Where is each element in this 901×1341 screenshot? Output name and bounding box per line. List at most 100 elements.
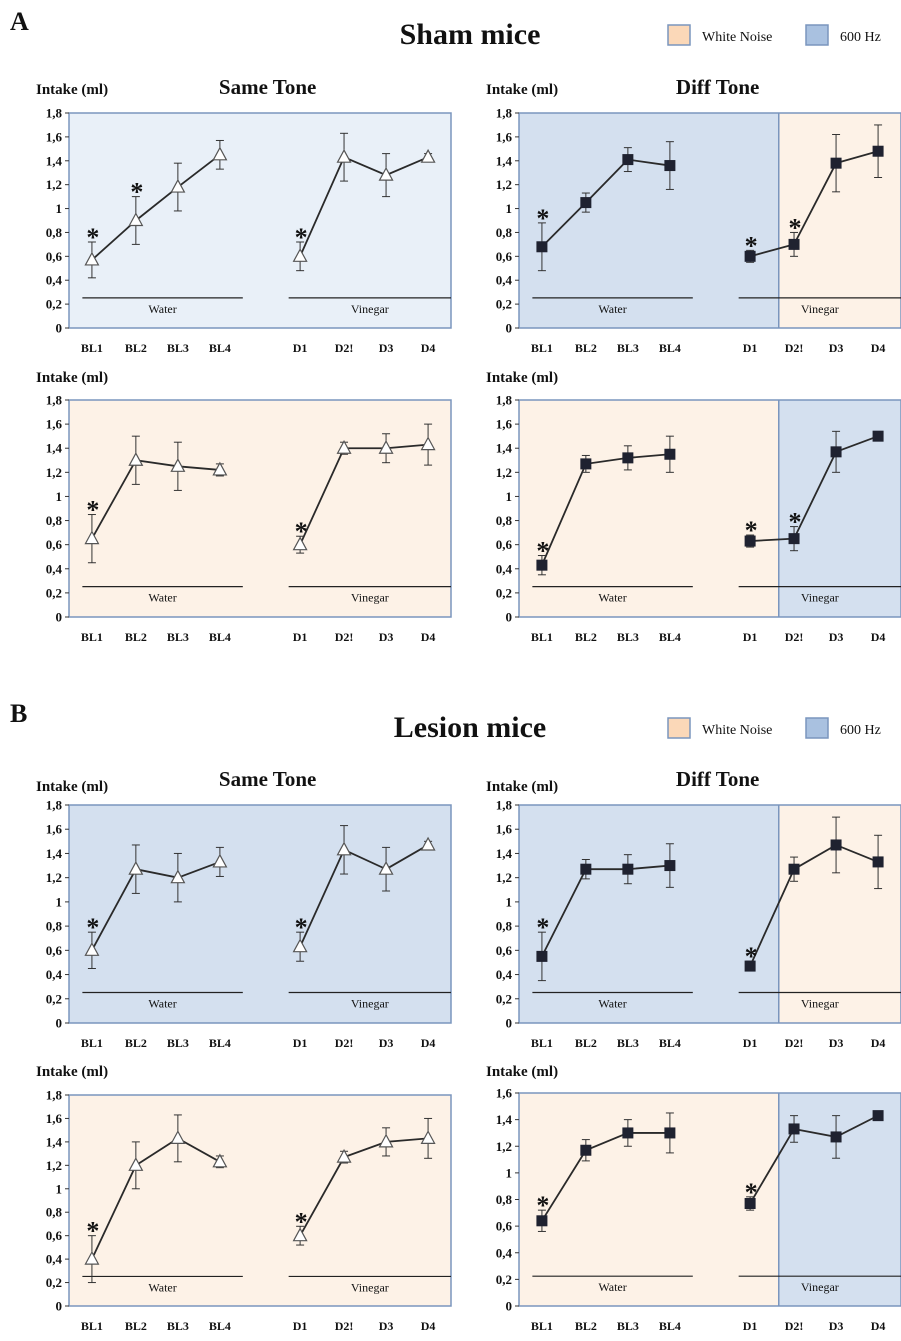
plot-background-600hz bbox=[519, 113, 779, 328]
segment-label: Vinegar bbox=[801, 1280, 839, 1294]
x-tick-label: BL3 bbox=[617, 341, 639, 355]
x-tick-label: BL4 bbox=[659, 1319, 681, 1333]
x-tick-label: BL2 bbox=[575, 1319, 597, 1333]
y-tick-label: 1,6 bbox=[46, 822, 63, 837]
x-tick-label: BL4 bbox=[659, 1036, 681, 1050]
x-tick-label: D2! bbox=[335, 1319, 354, 1333]
series-line bbox=[541, 158, 671, 248]
data-point-triangle bbox=[84, 942, 100, 956]
y-tick-label: 0 bbox=[506, 321, 513, 336]
data-point-square bbox=[788, 1123, 800, 1135]
significance-star: * bbox=[789, 508, 802, 537]
y-tick-label: 1 bbox=[56, 489, 63, 504]
x-tick-label: D2! bbox=[335, 341, 354, 355]
significance-star: * bbox=[536, 537, 549, 566]
segment-label: Water bbox=[148, 302, 176, 316]
significance-star: * bbox=[536, 1191, 549, 1220]
plot-frame bbox=[68, 112, 452, 329]
x-tick-label: D3 bbox=[829, 341, 844, 355]
x-tick-label: D3 bbox=[379, 1319, 394, 1333]
y-axis-label: Intake (ml) bbox=[36, 779, 108, 795]
x-tick-label: BL2 bbox=[125, 1036, 147, 1050]
y-tick-label: 1,2 bbox=[46, 870, 62, 885]
chart-A-same-bottom: Intake (ml) 0 0,2 0,4 0,6 0,8 1 1,2 1,4 1,6 1,8 BL1… bbox=[36, 370, 452, 644]
segment-label: Vinegar bbox=[351, 591, 389, 605]
plot-background-white-noise bbox=[519, 1093, 779, 1306]
significance-star: * bbox=[295, 517, 308, 546]
data-point-triangle bbox=[84, 251, 100, 266]
y-axis-label: Intake (ml) bbox=[486, 779, 558, 795]
x-tick-label: D1 bbox=[293, 1036, 308, 1050]
y-tick-label: 0,4 bbox=[46, 967, 63, 982]
data-point-triangle bbox=[378, 1133, 394, 1148]
plot-background-white-noise bbox=[519, 400, 779, 617]
series-line bbox=[749, 150, 879, 258]
data-point-triangle bbox=[378, 439, 394, 454]
data-point-triangle bbox=[292, 248, 308, 262]
data-point-square bbox=[872, 430, 884, 442]
segment-label: Vinegar bbox=[801, 591, 839, 605]
data-point-square bbox=[744, 535, 756, 547]
segment-label: Water bbox=[598, 302, 626, 316]
y-tick-label: 0,6 bbox=[46, 943, 63, 958]
chart-B-diff-top: Diff Tone Intake (ml) 0 0,2 0,4 0,6 0,8 1 1,2 1,4… bbox=[486, 767, 901, 1050]
y-tick-label: 1,8 bbox=[46, 393, 63, 408]
x-tick-label: D4 bbox=[871, 1319, 886, 1333]
data-point-square bbox=[872, 145, 884, 157]
chart-title: Diff Tone bbox=[676, 767, 759, 791]
x-tick-label: BL2 bbox=[125, 630, 147, 644]
legend-swatch-600hz-b bbox=[805, 717, 829, 739]
chart-A-same-top: Same Tone Intake (ml) 0 0,2 0,4 0,6 0,8 1 1,2 1,4… bbox=[36, 75, 452, 355]
x-tick-label: D3 bbox=[829, 630, 844, 644]
data-point-triangle bbox=[336, 439, 352, 454]
data-point-triangle bbox=[336, 1148, 352, 1163]
x-tick-label: D4 bbox=[421, 1036, 436, 1050]
x-tick-label: D2! bbox=[785, 1036, 804, 1050]
data-point-square bbox=[664, 448, 676, 460]
y-tick-label: 0,4 bbox=[496, 561, 513, 576]
y-tick-label: 1 bbox=[56, 201, 63, 216]
data-point-triangle bbox=[420, 836, 436, 851]
y-tick-label: 0,8 bbox=[46, 919, 63, 934]
y-tick-label: 1 bbox=[56, 1181, 63, 1196]
y-tick-label: 0 bbox=[56, 321, 63, 336]
x-tick-label: D1 bbox=[743, 1036, 758, 1050]
data-point-square bbox=[788, 533, 800, 545]
segment-label: Water bbox=[148, 591, 176, 605]
x-tick-label: BL3 bbox=[167, 630, 189, 644]
plot-background-white-noise bbox=[778, 805, 901, 1023]
series-line bbox=[91, 1137, 221, 1260]
significance-star: * bbox=[295, 1207, 308, 1236]
y-tick-label: 0,2 bbox=[496, 1272, 512, 1287]
y-tick-label: 1,8 bbox=[46, 106, 63, 121]
x-tick-label: D2! bbox=[335, 1036, 354, 1050]
y-tick-label: 1 bbox=[506, 894, 513, 909]
data-point-square bbox=[664, 860, 676, 872]
data-point-triangle bbox=[378, 860, 394, 875]
y-tick-label: 1,2 bbox=[496, 465, 512, 480]
data-point-square bbox=[580, 458, 592, 470]
x-tick-label: BL1 bbox=[81, 1036, 103, 1050]
section-letter-a: A bbox=[10, 7, 29, 36]
x-tick-label: D4 bbox=[871, 1036, 886, 1050]
y-tick-label: 0,4 bbox=[46, 273, 63, 288]
series-line bbox=[541, 453, 670, 566]
significance-star: * bbox=[295, 223, 308, 252]
y-tick-label: 0,4 bbox=[496, 1245, 513, 1260]
segment-label: Vinegar bbox=[351, 996, 389, 1010]
data-point-triangle bbox=[212, 461, 228, 476]
data-point-triangle bbox=[292, 938, 308, 953]
y-tick-label: 1,4 bbox=[46, 441, 63, 456]
x-tick-label: D4 bbox=[871, 341, 886, 355]
legend-swatch-white-noise bbox=[667, 24, 691, 46]
x-tick-label: BL2 bbox=[575, 1036, 597, 1050]
series-line bbox=[541, 864, 670, 957]
data-point-triangle bbox=[212, 853, 228, 868]
x-tick-label: BL1 bbox=[531, 341, 553, 355]
x-tick-label: BL4 bbox=[209, 630, 231, 644]
x-tick-label: BL1 bbox=[81, 341, 103, 355]
data-point-square bbox=[622, 1127, 634, 1139]
data-point-square bbox=[872, 1110, 884, 1122]
x-tick-label: BL1 bbox=[531, 630, 553, 644]
x-tick-label: BL4 bbox=[209, 1319, 231, 1333]
